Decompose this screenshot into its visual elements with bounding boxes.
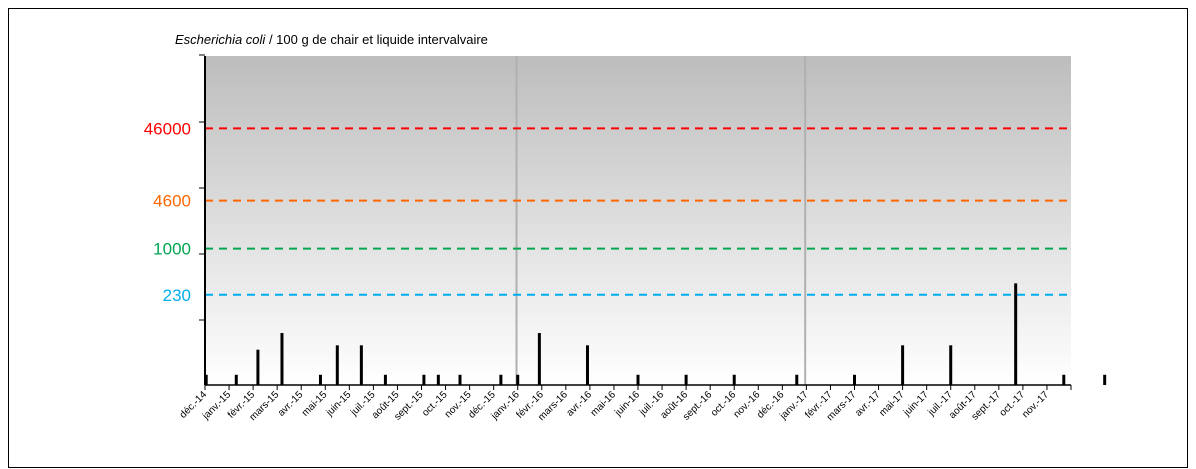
x-tick-label: nov.-17 [1020,389,1051,420]
threshold-label: 1000 [153,240,191,259]
x-tick-label: juin-17 [901,389,931,419]
chart-frame: Escherichia coli / 100 g de chair et liq… [8,8,1188,468]
x-tick-label: avr.-17 [853,389,883,419]
chart-title: Escherichia coli / 100 g de chair et liq… [175,32,488,47]
x-tick-labels: déc.-14janv.-15févr.-15mars-15avr.-15mai… [178,389,1052,423]
x-tick-label: mai-16 [589,389,619,419]
x-tick-label: mai-17 [877,389,907,419]
x-tick-label: juin-15 [324,389,354,419]
x-tick-label: juin-16 [612,389,642,419]
x-tick-label: avr.-15 [276,389,306,419]
plot-area [205,56,1071,385]
title-italic: Escherichia coli [175,32,266,47]
x-tick-label: mai-15 [300,389,330,419]
title-rest: / 100 g de chair et liquide intervalvair… [265,32,488,47]
data-bars [204,283,1107,385]
threshold-label: 4600 [153,192,191,211]
threshold-label: 230 [163,286,191,305]
axes [199,54,1072,390]
threshold-lines [205,127,1071,296]
chart-svg: Escherichia coli / 100 g de chair et liq… [144,32,1107,423]
threshold-labels: 46000 4600 1000 230 [144,119,191,304]
period-separators [515,56,807,385]
x-tick-label: avr.-16 [565,389,595,419]
threshold-label: 46000 [144,119,191,138]
